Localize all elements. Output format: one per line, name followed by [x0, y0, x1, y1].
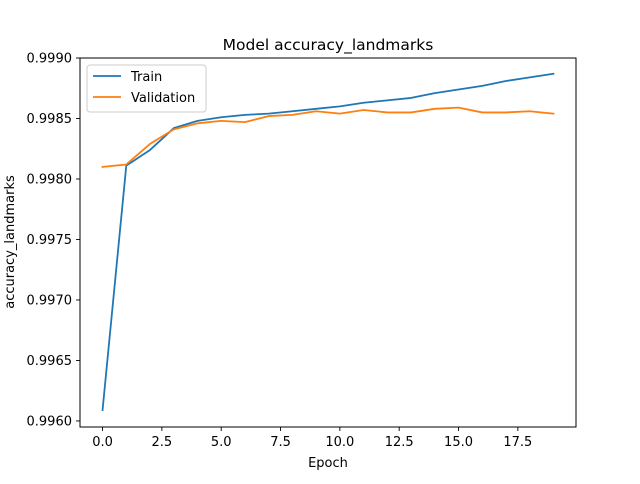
x-axis-label: Epoch	[308, 456, 348, 471]
chart-title: Model accuracy_landmarks	[223, 36, 434, 55]
y-tick-label: 0.9990	[27, 52, 73, 67]
y-tick-label: 0.9975	[27, 233, 73, 248]
y-tick-label: 0.9970	[27, 293, 73, 308]
x-axis: 0.0 2.5 5.0 7.5 10.0 12.5 15.0 17.5	[92, 427, 532, 450]
x-tick-label: 5.0	[211, 435, 232, 450]
x-tick-label: 15.0	[444, 435, 473, 450]
legend-label-validation: Validation	[131, 91, 195, 106]
x-tick-label: 10.0	[325, 435, 354, 450]
legend: Train Validation	[86, 64, 207, 113]
x-tick-label: 0.0	[92, 435, 113, 450]
x-tick-label: 7.5	[270, 435, 291, 450]
legend-label-train: Train	[130, 70, 162, 85]
series-line-train	[101, 72, 555, 412]
y-axis-label: accuracy_landmarks	[3, 175, 18, 309]
y-tick-label: 0.9985	[27, 112, 73, 127]
x-tick-label: 17.5	[503, 435, 532, 450]
plot-frame	[79, 57, 577, 428]
y-tick-label: 0.9980	[27, 172, 73, 187]
y-tick-label: 0.9960	[27, 414, 73, 429]
x-tick-label: 2.5	[152, 435, 173, 450]
plot-area	[101, 72, 555, 412]
y-axis: 0.9960 0.9965 0.9970 0.9975 0.9980 0.9985 0.99…	[27, 52, 80, 429]
y-tick-label: 0.9965	[27, 354, 73, 369]
series-line-validation	[101, 106, 555, 168]
x-tick-label: 12.5	[385, 435, 414, 450]
